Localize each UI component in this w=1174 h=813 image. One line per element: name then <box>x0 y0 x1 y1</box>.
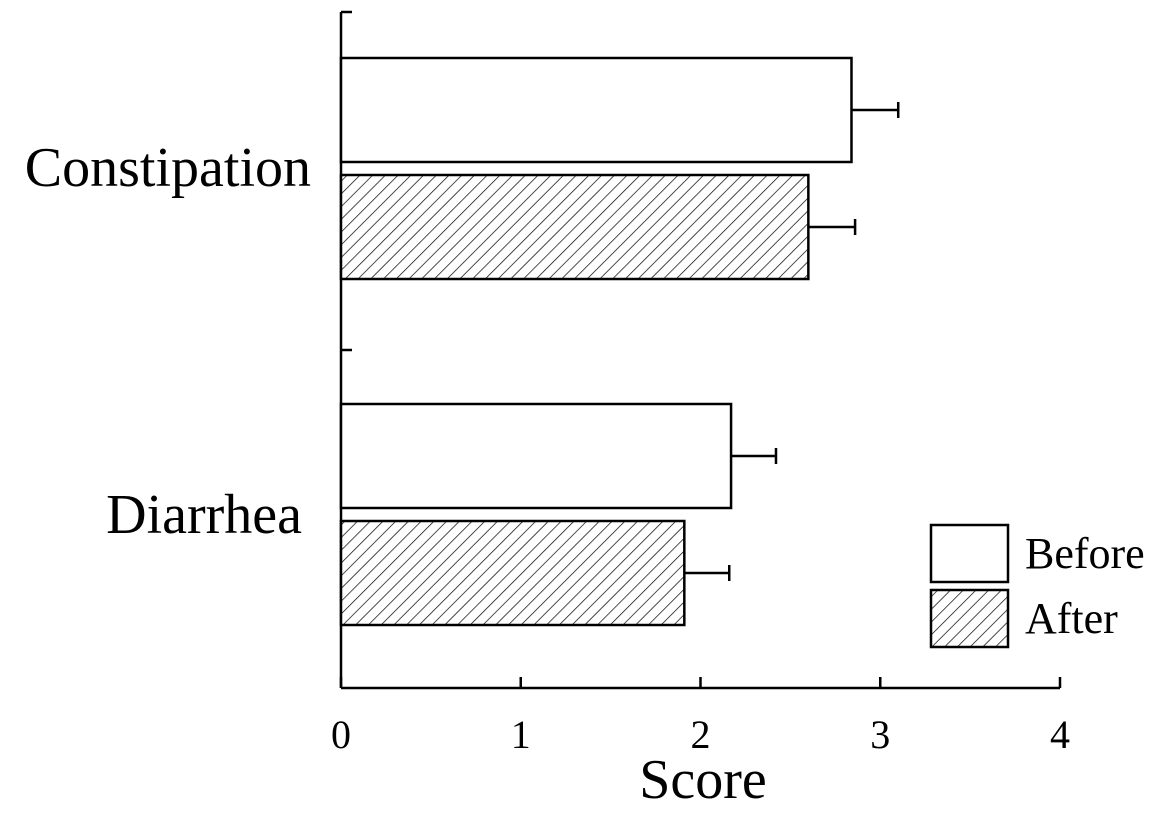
x-tick-label: 4 <box>1050 712 1070 757</box>
legend-label: Before <box>1025 529 1145 578</box>
category-label: Constipation <box>25 137 311 199</box>
legend-swatch <box>929 523 1010 584</box>
bar <box>339 56 853 164</box>
category-label: Diarrhea <box>106 484 302 546</box>
bar <box>339 173 810 281</box>
x-tick-label: 3 <box>870 712 890 757</box>
x-tick-label: 2 <box>691 712 711 757</box>
x-tick-label: 1 <box>511 712 531 757</box>
x-axis-label: Score <box>639 749 767 811</box>
plot-area: 0 1 2 3 4 Constipation Diarrhea Before After <box>25 10 1145 757</box>
bar <box>339 519 686 627</box>
x-tick-label: 0 <box>331 712 351 757</box>
legend-label: After <box>1025 594 1118 643</box>
legend-swatch <box>929 588 1010 649</box>
bar <box>339 402 733 510</box>
